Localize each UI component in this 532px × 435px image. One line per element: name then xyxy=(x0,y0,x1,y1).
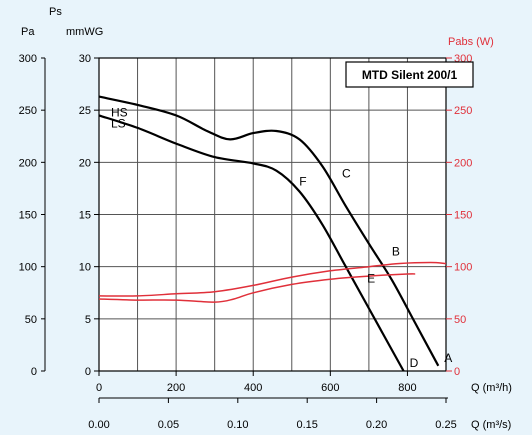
mmwg-tick-label: 10 xyxy=(79,262,91,274)
x-axis-label-m3s: Q (m³/s) xyxy=(471,419,511,431)
m3h-tick-label: 400 xyxy=(244,382,262,394)
m3s-tick-label: 0.15 xyxy=(296,419,317,431)
grid xyxy=(99,58,446,371)
ps-axis-title: Ps xyxy=(49,6,62,18)
m3h-tick-label: 800 xyxy=(398,382,416,394)
point-label-b: B xyxy=(392,245,400,259)
series-label-ls: LS xyxy=(111,116,126,130)
pa-tick-label: 150 xyxy=(19,210,37,222)
pa-tick-label: 50 xyxy=(25,314,37,326)
mmwg-axis-title: mmWG xyxy=(66,26,103,38)
point-label-f: F xyxy=(299,175,306,189)
pa-tick-label: 200 xyxy=(19,157,37,169)
mmwg-tick-label: 5 xyxy=(85,314,91,326)
pabs-axis-title: Pabs (W) xyxy=(448,36,494,48)
w-tick-label: 250 xyxy=(454,105,472,117)
m3s-tick-label: 0.00 xyxy=(88,419,109,431)
m3h-tick-label: 200 xyxy=(167,382,185,394)
w-tick-label: 200 xyxy=(454,157,472,169)
series-label-hs: HS xyxy=(111,106,128,120)
mmwg-tick-label: 0 xyxy=(85,366,91,378)
mmwg-tick-label: 15 xyxy=(79,210,91,222)
m3s-tick-label: 0.20 xyxy=(366,419,387,431)
w-tick-label: 150 xyxy=(454,210,472,222)
point-label-a: A xyxy=(444,351,452,365)
title-box xyxy=(345,61,474,88)
y-ticks-pa: 0 50 100 150 200 250 300 xyxy=(19,53,45,378)
series xyxy=(98,95,447,372)
m3h-tick-label: 0 xyxy=(96,382,102,394)
pa-tick-label: 300 xyxy=(19,53,37,65)
pa-tick-label: 250 xyxy=(19,105,37,117)
m3h-tick-label: 600 xyxy=(321,382,339,394)
chart-title: MTD Silent 200/1 xyxy=(362,68,458,82)
pa-tick-label: 0 xyxy=(31,366,37,378)
pa-tick-label: 100 xyxy=(19,262,37,274)
point-label-c: C xyxy=(342,166,351,180)
mmwg-tick-label: 25 xyxy=(79,105,91,117)
x-ticks-m3s: 0.00 0.05 0.10 0.15 0.20 0.25 xyxy=(88,398,457,431)
point-label-e: E xyxy=(367,271,375,285)
x-axis-label-m3h: Q (m³/h) xyxy=(471,382,512,394)
w-tick-label: 0 xyxy=(454,366,460,378)
m3s-tick-label: 0.25 xyxy=(435,419,456,431)
series-line-ls xyxy=(98,114,405,372)
power-curve-3 xyxy=(98,273,416,303)
series-line-hs xyxy=(98,95,440,367)
m3s-tick-label: 0.05 xyxy=(158,419,179,431)
x-ticks-m3h: 0 200 400 600 800 xyxy=(96,371,417,394)
point-labels: A B C D E F xyxy=(299,166,452,370)
power-curve-2 xyxy=(98,261,447,297)
w-tick-label: 50 xyxy=(454,314,466,326)
y-ticks-mmwg: 0 5 10 15 20 25 30 xyxy=(79,53,99,378)
m3s-tick-label: 0.10 xyxy=(227,419,248,431)
w-tick-label: 100 xyxy=(454,262,472,274)
mmwg-tick-label: 30 xyxy=(79,53,91,65)
mmwg-tick-label: 20 xyxy=(79,157,91,169)
pa-axis-title: Pa xyxy=(21,26,35,38)
point-label-d: D xyxy=(410,356,419,370)
